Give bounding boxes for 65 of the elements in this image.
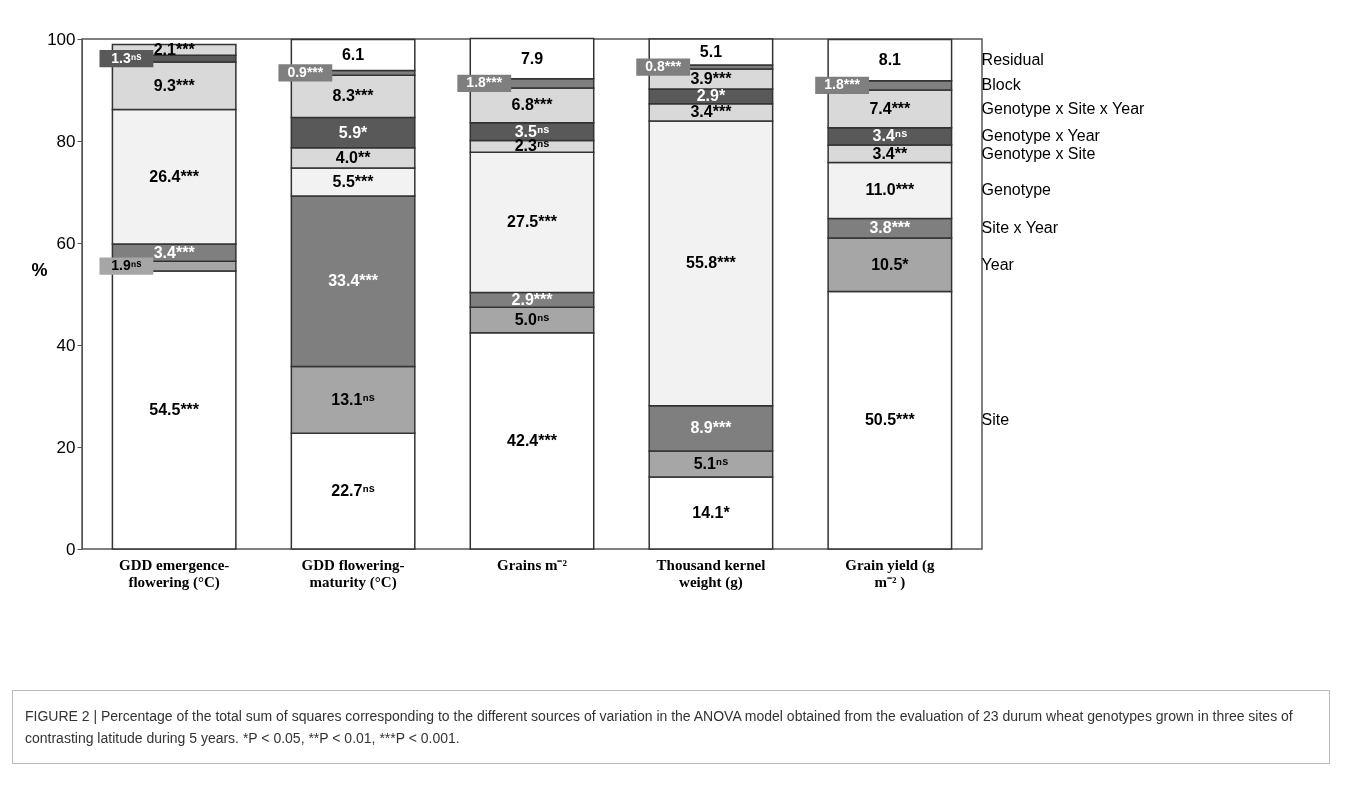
- data-label: 3.8***: [869, 219, 912, 237]
- series-label: Site: [981, 411, 1010, 429]
- y-tick-label: 80: [56, 131, 76, 151]
- x-tick-label: Grains m⁻²: [497, 556, 568, 573]
- data-label: 14.1*: [692, 504, 731, 522]
- data-label: 2.9***: [511, 290, 554, 308]
- data-label: 3.9***: [690, 70, 733, 88]
- data-label: 55.8***: [686, 254, 737, 272]
- data-label: 11.0***: [865, 181, 916, 199]
- y-tick-label: 60: [56, 233, 76, 253]
- data-label: 10.5*: [871, 255, 910, 273]
- y-tick-label: 100: [47, 29, 76, 49]
- data-label: 3.4ⁿˢ: [872, 127, 908, 145]
- data-label: 5.0ⁿˢ: [514, 311, 550, 329]
- series-label: Genotype x Site: [981, 144, 1096, 162]
- data-label: 5.5***: [332, 173, 375, 191]
- data-label: 1.8***: [466, 74, 503, 91]
- x-tick-label: GDD emergence-flowering (°C): [118, 556, 230, 591]
- data-label: 4.0**: [335, 148, 372, 166]
- data-label: 6.8***: [511, 96, 554, 114]
- data-label: 13.1ⁿˢ: [331, 390, 375, 408]
- data-label: 3.5ⁿˢ: [514, 122, 550, 140]
- data-label: 1.9ⁿˢ: [111, 257, 142, 274]
- data-label: 2.3ⁿˢ: [514, 137, 550, 155]
- data-label: 8.1: [878, 51, 902, 69]
- data-label: 5.1ⁿˢ: [693, 455, 729, 473]
- caption: FIGURE 2 | Percentage of the total sum of squares corresponding to the different sources of variation in the ANOVA model obtained from the evaluation of 23 durum wheat genotypes grown in three sites of contrasting latitude during 5 years. *P < 0.05, **P < 0.01, ***P < 0.001.: [25, 707, 1294, 748]
- x-tick-label: Thousand kernel weight (g): [656, 556, 766, 591]
- series-label: Genotype: [981, 181, 1052, 199]
- x-tick-label: Grain yield (g m⁻² ): [845, 556, 935, 591]
- data-label: 5.1: [699, 43, 723, 60]
- data-label: 1.3ⁿˢ: [111, 49, 142, 66]
- data-label: 2.1***: [153, 40, 196, 58]
- series-label: Block: [981, 76, 1022, 94]
- series-label: Residual: [981, 51, 1044, 69]
- data-label: 3.4***: [690, 103, 733, 121]
- data-label: 1.8***: [824, 76, 861, 93]
- series-label: Year: [981, 255, 1015, 273]
- series-label: Site x Year: [981, 219, 1059, 237]
- data-label: 26.4***: [149, 167, 200, 185]
- series-label: Genotype x Site x Year: [981, 99, 1146, 117]
- y-tick-label: 0: [66, 539, 76, 559]
- data-label: 27.5***: [507, 213, 558, 231]
- data-label: 2.9*: [696, 87, 726, 105]
- data-label: 0.8***: [645, 58, 682, 75]
- data-label: 54.5***: [149, 401, 200, 419]
- data-label: 33.4***: [328, 272, 379, 290]
- data-label: 6.1: [341, 46, 365, 64]
- data-label: 3.4***: [153, 243, 196, 261]
- y-tick-label: 20: [56, 437, 76, 457]
- y-tick-label: 40: [56, 335, 76, 355]
- data-label: 8.9***: [690, 419, 733, 437]
- data-label: 8.3***: [332, 87, 375, 105]
- data-label: 22.7ⁿˢ: [331, 482, 375, 500]
- data-label: 7.9: [520, 49, 544, 67]
- data-label: 9.3***: [153, 76, 196, 94]
- x-tick-label: GDD flowering-maturity (°C): [301, 556, 405, 591]
- y-axis-title: %: [31, 259, 48, 280]
- series-label: Genotype x Year: [981, 127, 1101, 145]
- data-label: 7.4***: [869, 99, 912, 117]
- data-label: 50.5***: [864, 411, 916, 429]
- data-label: 0.9***: [287, 63, 324, 80]
- data-label: 3.4**: [872, 144, 908, 162]
- data-label: 42.4***: [507, 431, 558, 449]
- data-label: 5.9*: [338, 123, 369, 141]
